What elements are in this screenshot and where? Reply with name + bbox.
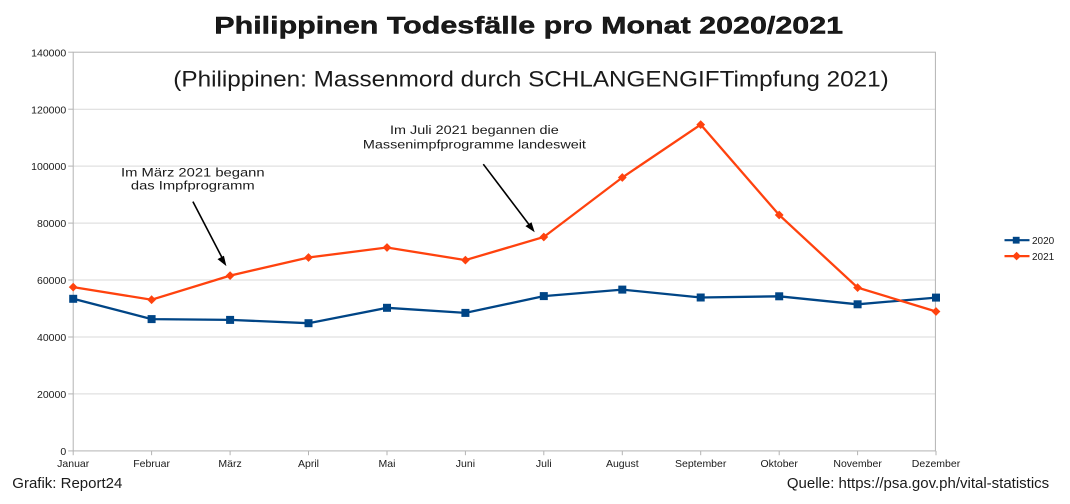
svg-text:Februar: Februar <box>133 458 170 470</box>
svg-text:März: März <box>218 458 241 470</box>
svg-text:das Impfprogramm: das Impfprogramm <box>131 178 255 192</box>
svg-text:Im März 2021 begann: Im März 2021 begann <box>121 165 265 179</box>
svg-text:September: September <box>675 458 727 470</box>
svg-text:Dezember: Dezember <box>912 458 961 470</box>
svg-text:100000: 100000 <box>31 161 66 173</box>
svg-text:0: 0 <box>60 446 66 458</box>
svg-text:40000: 40000 <box>37 332 66 344</box>
svg-text:Oktober: Oktober <box>761 458 799 470</box>
svg-text:Im Juli 2021 begannen die: Im Juli 2021 begannen die <box>390 123 559 137</box>
svg-text:Mai: Mai <box>379 458 396 470</box>
svg-text:2020: 2020 <box>1032 236 1055 247</box>
svg-text:Juli: Juli <box>536 458 552 470</box>
svg-text:Quelle: https://psa.gov.ph/vit: Quelle: https://psa.gov.ph/vital-statist… <box>787 475 1049 492</box>
svg-text:Juni: Juni <box>456 458 475 470</box>
svg-text:20000: 20000 <box>37 389 66 401</box>
svg-text:Massenimpfprogramme landesweit: Massenimpfprogramme landesweit <box>363 138 586 152</box>
svg-text:2021: 2021 <box>1032 252 1055 263</box>
svg-text:Grafik: Report24: Grafik: Report24 <box>12 475 122 492</box>
svg-text:140000: 140000 <box>31 47 66 59</box>
svg-text:Philippinen Todesfälle pro Mon: Philippinen Todesfälle pro Monat 2020/20… <box>214 12 843 39</box>
svg-text:60000: 60000 <box>37 275 66 287</box>
svg-text:November: November <box>833 458 882 470</box>
svg-text:(Philippinen: Massenmord durch: (Philippinen: Massenmord durch SCHLANGEN… <box>173 67 888 92</box>
svg-text:August: August <box>606 458 639 470</box>
svg-text:Januar: Januar <box>57 458 90 470</box>
svg-text:80000: 80000 <box>37 218 66 230</box>
svg-text:120000: 120000 <box>31 104 66 116</box>
svg-text:April: April <box>298 458 319 470</box>
